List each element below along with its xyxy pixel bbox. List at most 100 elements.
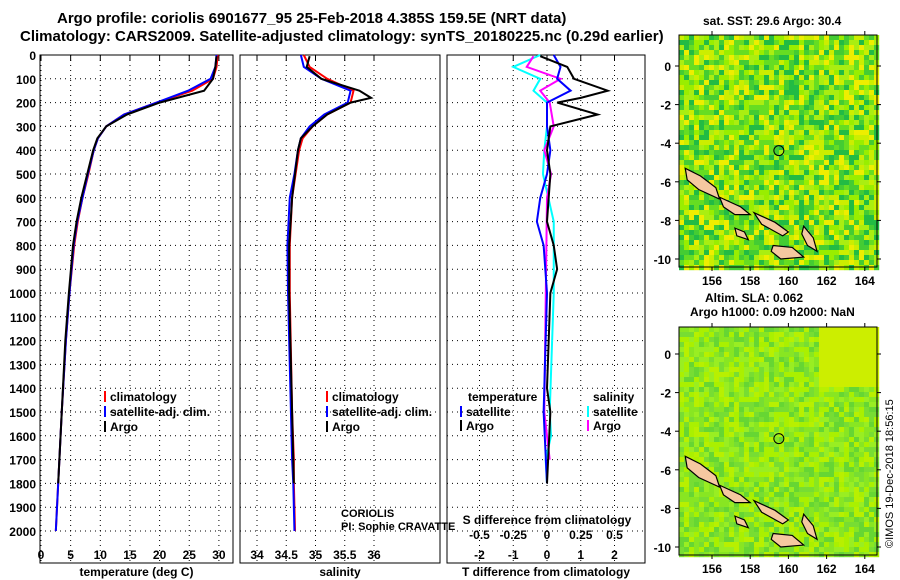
map-cell: [864, 427, 870, 433]
map-cell: [754, 357, 760, 363]
map-cell: [829, 427, 835, 433]
map-cell: [764, 190, 770, 196]
map-cell: [754, 542, 760, 548]
map-cell: [794, 482, 800, 488]
map-cell: [784, 527, 790, 533]
map-cell: [784, 447, 790, 453]
map-cell: [869, 367, 875, 373]
map-cell: [694, 337, 700, 343]
map-cell: [859, 200, 865, 206]
map-cell: [834, 437, 840, 443]
map-cell: [714, 507, 720, 513]
map-cell: [749, 255, 755, 261]
map-cell: [844, 265, 850, 271]
map-cell: [769, 367, 775, 373]
map-cell: [864, 155, 870, 161]
map-cell: [864, 130, 870, 136]
map-cell: [744, 517, 750, 523]
map-cell: [869, 502, 875, 508]
map-cell: [689, 120, 695, 126]
map-cell: [849, 447, 855, 453]
map-cell: [779, 492, 785, 498]
map-cell: [824, 367, 830, 373]
map-cell: [689, 90, 695, 96]
map-cell: [834, 105, 840, 111]
map-cell: [804, 367, 810, 373]
map-cell: [824, 115, 830, 121]
map-cell: [679, 60, 685, 66]
map-cell: [799, 190, 805, 196]
map-cell: [794, 507, 800, 513]
map-cell: [709, 170, 715, 176]
map-cell: [679, 402, 685, 408]
map-cell: [784, 482, 790, 488]
map-cell: [779, 367, 785, 373]
map-cell: [844, 412, 850, 418]
map-cell: [729, 190, 735, 196]
map-cell: [859, 140, 865, 146]
map-cell: [814, 472, 820, 478]
map-cell: [824, 170, 830, 176]
map-cell: [784, 457, 790, 463]
map-cell: [689, 422, 695, 428]
map-cell: [839, 492, 845, 498]
map-cell: [794, 180, 800, 186]
map-cell: [794, 205, 800, 211]
map-cell: [809, 105, 815, 111]
map-cell: [774, 387, 780, 393]
map-cell: [769, 125, 775, 131]
map-cell: [769, 432, 775, 438]
map-cell: [794, 352, 800, 358]
map-cell: [854, 110, 860, 116]
map-cell: [769, 170, 775, 176]
map-cell: [759, 407, 765, 413]
map-cell: [729, 180, 735, 186]
map-cell: [854, 145, 860, 151]
map-cell: [699, 477, 705, 483]
map-cell: [789, 442, 795, 448]
map-cell: [824, 160, 830, 166]
map-cell: [844, 35, 850, 41]
map-cell: [869, 120, 875, 126]
map-cell: [779, 417, 785, 423]
map-cell: [764, 160, 770, 166]
map-cell: [754, 517, 760, 523]
series-line-temperature-1: [54, 54, 218, 532]
map-cell: [789, 432, 795, 438]
map-cell: [729, 547, 735, 553]
map-cell: [839, 160, 845, 166]
map-cell: [729, 195, 735, 201]
map-cell: [779, 377, 785, 383]
map-cell: [744, 200, 750, 206]
map-cell: [764, 357, 770, 363]
map-cell: [789, 45, 795, 51]
series-line-salinity-0: [288, 54, 355, 532]
map-cell: [724, 185, 730, 191]
map-cell: [859, 467, 865, 473]
map-cell: [839, 180, 845, 186]
map-cell: [774, 482, 780, 488]
map-cell: [749, 265, 755, 271]
map-cell: [729, 65, 735, 71]
map-cell: [714, 357, 720, 363]
map-cell: [829, 532, 835, 538]
map-cell: [839, 407, 845, 413]
map-cell: [689, 160, 695, 166]
map-cell: [814, 482, 820, 488]
map-cell: [754, 175, 760, 181]
map-cell: [694, 372, 700, 378]
map-cell: [814, 230, 820, 236]
map-cell: [854, 85, 860, 91]
map-cell: [749, 220, 755, 226]
map-cell: [859, 240, 865, 246]
map-cell: [839, 512, 845, 518]
map-cell: [749, 65, 755, 71]
map-cell: [804, 472, 810, 478]
map-cell: [709, 447, 715, 453]
map-cell: [714, 185, 720, 191]
map-cell: [699, 140, 705, 146]
map-cell: [859, 230, 865, 236]
map-cell: [844, 447, 850, 453]
map-cell: [829, 40, 835, 46]
map-cell: [719, 245, 725, 251]
